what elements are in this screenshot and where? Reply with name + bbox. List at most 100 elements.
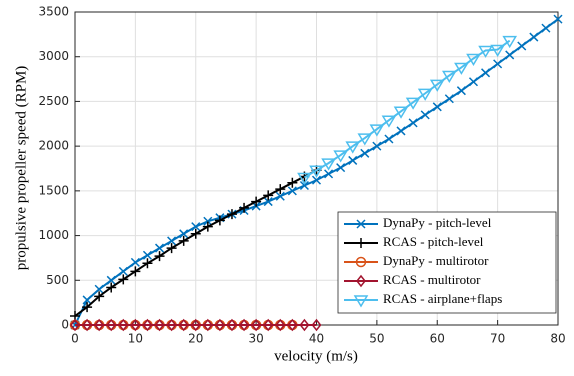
y-tick-label: 2000 <box>38 139 69 153</box>
marker <box>82 302 93 313</box>
marker <box>239 318 250 332</box>
marker <box>190 228 201 239</box>
marker <box>142 250 152 260</box>
marker <box>405 97 421 110</box>
y-tick-label: 3500 <box>38 5 69 19</box>
marker <box>178 318 189 332</box>
marker <box>275 318 286 332</box>
marker <box>360 148 370 158</box>
marker <box>226 209 237 220</box>
x-tick-label: 20 <box>188 332 203 346</box>
marker <box>324 169 334 179</box>
marker <box>297 172 312 185</box>
marker <box>466 53 481 66</box>
marker <box>396 126 406 136</box>
marker <box>142 258 153 269</box>
marker <box>130 257 140 267</box>
marker <box>214 318 225 332</box>
marker <box>178 235 189 246</box>
marker <box>336 163 346 173</box>
x-tick-label: 50 <box>369 332 384 346</box>
marker <box>393 106 409 119</box>
x-tick-label: 40 <box>309 332 324 346</box>
marker <box>454 62 469 75</box>
marker <box>118 266 128 276</box>
marker <box>263 318 274 332</box>
x-tick-label: 80 <box>550 332 565 346</box>
marker <box>130 318 141 332</box>
marker <box>429 79 445 92</box>
marker <box>321 158 336 171</box>
y-tick-label: 1000 <box>38 228 69 242</box>
marker <box>311 175 322 185</box>
marker <box>356 219 366 229</box>
marker <box>166 318 177 332</box>
marker <box>287 186 297 196</box>
legend-label: RCAS - pitch-level <box>383 234 484 249</box>
marker <box>275 184 286 195</box>
marker <box>203 216 213 226</box>
y-tick-label: 500 <box>46 273 69 287</box>
marker <box>444 94 454 104</box>
marker <box>94 284 104 294</box>
marker <box>468 77 479 87</box>
marker <box>384 134 394 144</box>
marker <box>490 44 505 58</box>
marker <box>202 318 213 332</box>
legend-label: RCAS - multirotor <box>383 272 481 287</box>
marker <box>456 86 466 96</box>
marker <box>356 274 366 288</box>
marker <box>287 177 298 188</box>
marker <box>309 165 324 178</box>
marker <box>502 35 518 49</box>
marker <box>130 266 141 277</box>
marker <box>82 295 92 305</box>
marker <box>481 68 491 78</box>
marker <box>263 190 274 201</box>
marker <box>106 275 116 285</box>
marker <box>478 45 493 58</box>
y-tick-label: 0 <box>61 318 69 332</box>
marker <box>345 141 361 154</box>
y-tick-label: 3000 <box>38 49 69 63</box>
marker <box>142 318 153 332</box>
x-tick-label: 70 <box>490 332 505 346</box>
marker <box>154 243 165 253</box>
marker <box>251 318 262 332</box>
marker <box>70 318 80 332</box>
marker <box>167 236 177 246</box>
marker <box>505 50 515 60</box>
legend-label: DynaPy - pitch-level <box>383 215 492 230</box>
marker <box>353 295 369 308</box>
marker <box>369 124 385 137</box>
marker <box>263 197 273 207</box>
x-tick-label: 60 <box>430 332 445 346</box>
marker <box>239 202 250 213</box>
marker <box>106 318 117 332</box>
y-tick-label: 1500 <box>38 183 69 197</box>
x-tick-label: 30 <box>248 332 263 346</box>
marker <box>214 215 225 226</box>
marker <box>529 32 539 42</box>
marker <box>333 150 348 163</box>
marker <box>417 88 433 101</box>
marker <box>299 180 309 191</box>
marker <box>357 133 373 146</box>
marker <box>442 70 457 83</box>
marker <box>311 318 322 332</box>
x-tick-label: 10 <box>128 332 143 346</box>
marker <box>82 318 93 332</box>
marker <box>275 191 285 201</box>
x-axis-label: velocity (m/s) <box>274 348 358 364</box>
marker <box>408 118 418 128</box>
x-tick-label: 0 <box>71 332 79 346</box>
marker <box>517 41 527 51</box>
marker <box>299 318 310 332</box>
marker <box>432 102 442 112</box>
marker <box>541 23 551 33</box>
marker <box>420 110 430 120</box>
marker <box>154 251 165 262</box>
marker <box>227 318 237 332</box>
marker <box>94 291 105 302</box>
